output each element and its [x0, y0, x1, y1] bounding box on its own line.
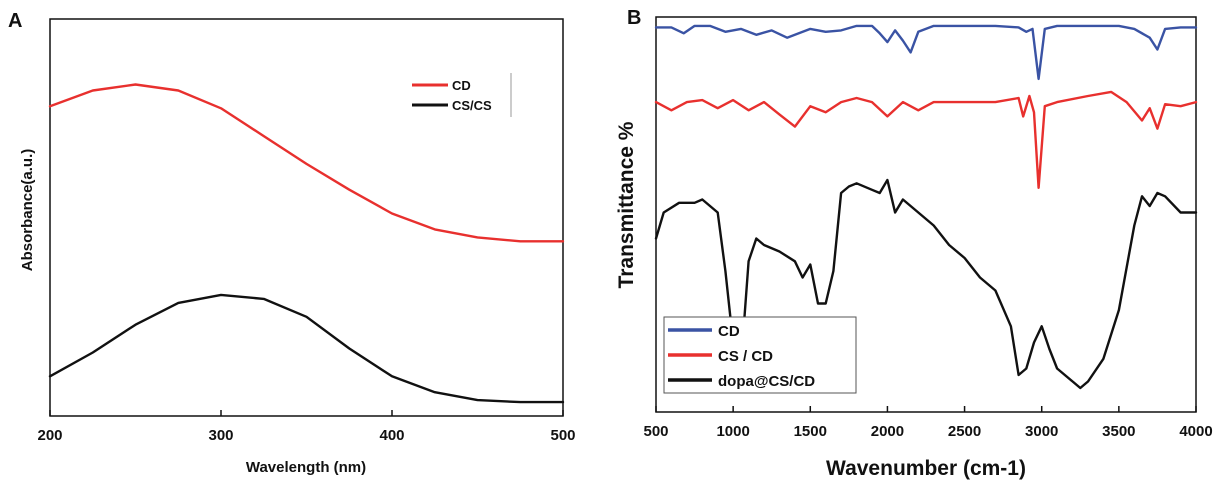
panel-a-y-axis-title: Absorbance(a.u.)	[19, 149, 36, 272]
panel-a-series-line-cs-cs	[48, 293, 565, 404]
panel-b-series-line-dopa-cs-cd	[654, 178, 1198, 390]
panel-b-x-tick-label-3500: 3500	[1102, 423, 1135, 440]
panel-a-x-axis-title: Wavelength (nm)	[246, 459, 366, 476]
panel-a-legend-label-cd: CD	[452, 78, 471, 93]
panel-b-x-tick-label-1000: 1000	[716, 423, 749, 440]
panel-a-x-tick-label-400: 400	[379, 427, 404, 444]
panel-a-series	[48, 83, 565, 404]
panel-b-y-axis-title: Transmittance %	[615, 121, 638, 288]
panel-a-series-line-cd	[48, 83, 565, 243]
panel-b-legend-label-cd: CD	[718, 323, 740, 340]
panel-b-x-ticks: 500 1000 1500 2000 2500 3000 3500 4000	[643, 406, 1213, 440]
panel-a-x-tick-label-300: 300	[208, 427, 233, 444]
panel-letter-b: B	[627, 7, 641, 29]
panel-a-plot-frame	[49, 18, 564, 417]
panel-a-legend-label-cs-cs: CS/CS	[452, 98, 492, 113]
panel-b-legend-label-cs-cd: CS / CD	[718, 348, 773, 365]
panel-b-x-tick-label-1500: 1500	[794, 423, 827, 440]
panel-b-series	[654, 24, 1198, 390]
panel-b-x-tick-label-4000: 4000	[1179, 423, 1212, 440]
panel-b-x-tick-label-2500: 2500	[948, 423, 981, 440]
panel-b-legend: CD CS / CD dopa@CS/CD	[663, 316, 857, 394]
panel-a-x-tick-label-500: 500	[550, 427, 575, 444]
panel-b-series-line-cd	[654, 24, 1198, 81]
panel-b-x-tick-label-500: 500	[643, 423, 668, 440]
panel-a-x-ticks: 200 300 400 500	[37, 410, 576, 444]
panel-b-series-line-cs-cd	[654, 90, 1198, 189]
panel-b: B 500 1000 1500 2000 2500 3000 3500 4000 Wavenu…	[615, 7, 1213, 480]
panel-a: A 200 300 400 500 Wavelength (nm) Absorbanc…	[8, 10, 576, 476]
panel-b-x-tick-label-2000: 2000	[871, 423, 904, 440]
panel-b-legend-label-dopa: dopa@CS/CD	[718, 373, 815, 390]
panel-a-legend: CD CS/CS	[412, 73, 512, 117]
panel-b-x-tick-label-3000: 3000	[1025, 423, 1058, 440]
panel-b-plot-frame	[655, 16, 1197, 413]
panel-letter-a: A	[8, 10, 22, 32]
panel-a-x-tick-label-200: 200	[37, 427, 62, 444]
panel-b-x-axis-title: Wavenumber (cm-1)	[826, 457, 1026, 480]
